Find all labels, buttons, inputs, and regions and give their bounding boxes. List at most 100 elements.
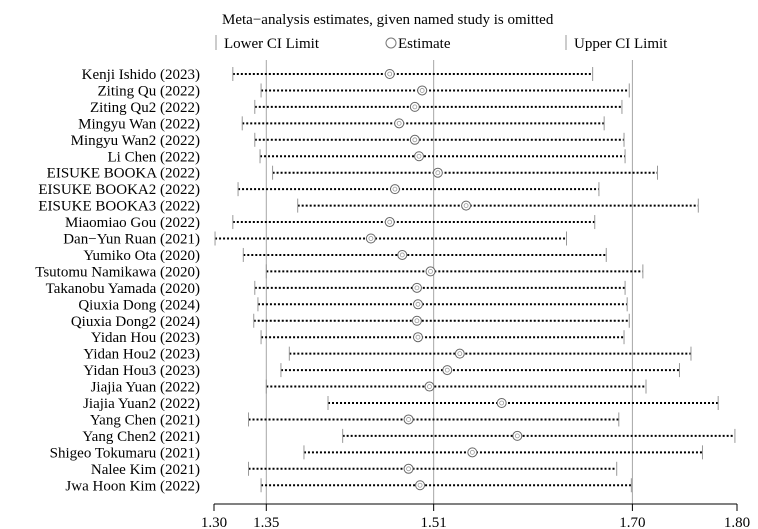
study-row: Yidan Hou2 (2023) (83, 346, 692, 363)
study-row: EISUKE BOOKA (2022) (47, 165, 659, 182)
study-label: Miaomiao Gou (2022) (65, 215, 200, 231)
study-label: Ziting Qu2 (2022) (90, 100, 200, 116)
study-label: Mingyu Wan (2022) (78, 116, 200, 132)
legend: Lower CI Limit Estimate Upper CI Limit (215, 35, 668, 52)
study-label: Li Chen (2022) (108, 149, 200, 165)
study-row: Ziting Qu (2022) (98, 83, 630, 99)
estimate-point-inner (415, 334, 421, 340)
study-label: EISUKE BOOKA3 (2022) (38, 199, 200, 215)
estimate-point (403, 414, 414, 425)
estimate-point (432, 167, 443, 178)
estimate-point (512, 430, 523, 441)
study-row: Ziting Qu2 (2022) (90, 99, 623, 116)
estimate-point (424, 381, 435, 392)
estimate-point-inner (499, 400, 505, 406)
study-label: Jiajia Yuan (2022) (91, 380, 200, 396)
study-label: Yidan Hou3 (2023) (83, 363, 200, 379)
estimate-point (384, 69, 395, 79)
study-label: Kenji Ishido (2023) (82, 67, 200, 83)
x-tick-label: 1.80 (724, 515, 750, 529)
study-row: Qiuxia Dong2 (2024) (71, 313, 630, 330)
estimate-point (389, 184, 400, 195)
study-label: Yang Chen (2021) (90, 412, 200, 428)
estimate-point (411, 315, 422, 326)
estimate-point-inner (406, 417, 411, 422)
study-row: Jiajia Yuan2 (2022) (83, 396, 719, 412)
reference-lines (265, 60, 633, 504)
study-row: Miaomiao Gou (2022) (65, 215, 596, 231)
estimate-point-inner (416, 153, 422, 159)
x-tick-label: 1.35 (253, 515, 279, 529)
estimate-point-inner (427, 384, 432, 389)
estimate-point (442, 365, 453, 376)
estimate-point (411, 282, 422, 293)
study-row: Jwa Hoon Kim (2022) (65, 478, 632, 494)
x-tick-label: 1.51 (421, 515, 447, 529)
x-axis: 1.30 1.35 1.51 1.70 1.80 (201, 503, 750, 529)
estimate-point (467, 447, 478, 458)
study-row: Takanobu Yamada (2020) (46, 280, 626, 297)
estimate-point-inner (406, 466, 411, 472)
estimate-point (403, 463, 414, 474)
estimate-point (415, 480, 426, 491)
estimate-point-inner (412, 137, 418, 143)
study-row: EISUKE BOOKA3 (2022) (38, 198, 699, 215)
study-rows: Kenji Ishido (2023)Ziting Qu (2022)Zitin… (35, 67, 736, 494)
legend-upper-label: Upper CI Limit (574, 36, 668, 52)
x-tick-label: 1.30 (201, 515, 227, 529)
study-label: Takanobu Yamada (2020) (46, 281, 200, 297)
estimate-point (409, 134, 420, 145)
estimate-point-inner (435, 170, 441, 176)
study-label: Yumiko Ota (2020) (83, 248, 200, 264)
study-label: Mingyu Wan2 (2022) (71, 133, 200, 149)
study-label: Nalee Kim (2021) (91, 462, 200, 478)
study-row: Kenji Ishido (2023) (82, 67, 594, 83)
estimate-point-inner (368, 236, 374, 241)
estimate-point-inner (457, 351, 463, 357)
estimate-point-inner (414, 318, 420, 324)
estimate-point (394, 118, 405, 129)
estimate-point-inner (444, 367, 450, 373)
estimate-point-inner (419, 88, 425, 93)
estimate-point (414, 151, 425, 162)
study-row: Li Chen (2022) (108, 149, 626, 165)
x-tick-label: 1.70 (619, 515, 645, 529)
estimate-point-inner (469, 449, 475, 455)
study-row: Yidan Hou3 (2023) (83, 363, 680, 379)
estimate-point-inner (415, 301, 421, 307)
estimate-point-inner (412, 104, 418, 110)
study-row: Yidan Hou (2023) (91, 330, 625, 346)
estimate-point (412, 332, 423, 343)
study-label: EISUKE BOOKA (2022) (47, 166, 200, 182)
study-row: Yang Chen (2021) (90, 412, 620, 428)
study-row: Qiuxia Dong (2024) (78, 297, 628, 313)
legend-estimate-label: Estimate (398, 36, 451, 52)
legend-lower-label: Lower CI Limit (224, 36, 320, 52)
estimate-point-inner (387, 71, 393, 77)
estimate-point (384, 217, 395, 228)
estimate-point (461, 200, 472, 211)
study-row: Mingyu Wan2 (2022) (71, 132, 625, 149)
estimate-point-inner (392, 186, 398, 192)
legend-estimate-marker (385, 37, 397, 49)
estimate-point-inner (387, 219, 393, 225)
study-label: Jwa Hoon Kim (2022) (65, 478, 200, 494)
study-label: Yang Chen2 (2021) (82, 429, 200, 445)
estimate-point (425, 266, 436, 277)
chart-title: Meta−analysis estimates, given named stu… (222, 12, 554, 28)
study-row: Shigeo Tokumaru (2021) (50, 445, 703, 461)
estimate-point-inner (414, 285, 420, 291)
study-label: Dan−Yun Ruan (2021) (63, 232, 200, 248)
estimate-point (496, 398, 507, 408)
estimate-point (454, 348, 465, 359)
study-label: Qiuxia Dong (2024) (78, 297, 200, 313)
study-row: Mingyu Wan (2022) (78, 116, 605, 132)
estimate-point-inner (463, 203, 469, 209)
estimate-point (397, 249, 408, 260)
study-label: Tsutomu Namikawa (2020) (35, 264, 200, 280)
study-label: Ziting Qu (2022) (98, 83, 201, 99)
study-label: Qiuxia Dong2 (2024) (71, 314, 200, 330)
study-label: EISUKE BOOKA2 (2022) (38, 182, 200, 198)
estimate-point (417, 85, 428, 96)
study-label: Shigeo Tokumaru (2021) (50, 445, 200, 461)
